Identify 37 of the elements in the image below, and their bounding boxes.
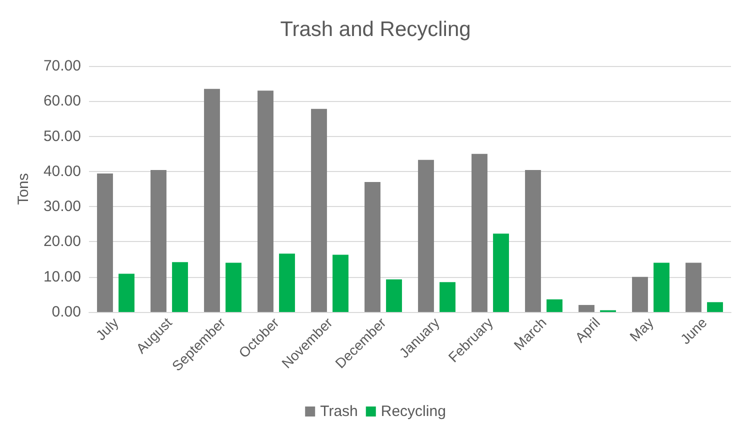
chart-title: Trash and Recycling [280,18,471,41]
x-tick-label: May [626,314,656,344]
bar [546,299,562,312]
x-tick-label: July [92,314,122,344]
y-tick-label: 10.00 [43,268,81,286]
y-tick-label: 70.00 [43,58,81,74]
y-tick-label: 30.00 [43,198,81,216]
bar [418,160,434,312]
y-tick-label: 0.00 [52,304,81,320]
bar [332,254,348,312]
bar [686,262,702,312]
bar [204,88,220,312]
y-axis-title: Tons [15,173,32,205]
bar [654,262,670,312]
bar [493,234,509,312]
bar [386,279,402,312]
legend-label: Trash [320,403,358,420]
bar [150,170,166,312]
bar [472,154,488,312]
bar [440,282,456,312]
bar [578,304,594,312]
y-tick-label: 50.00 [43,128,81,145]
y-tick-label: 20.00 [43,233,81,250]
bar [364,182,380,312]
legend-label: Recycling [380,403,446,420]
bar [97,174,113,312]
bar [311,108,327,312]
bar [118,274,134,312]
bar [279,254,295,312]
bar [525,170,541,312]
bar [707,302,723,312]
bar [172,262,188,312]
bar [632,276,648,312]
bar [226,262,242,312]
bar [258,90,274,312]
y-tick-label: 60.00 [43,92,81,110]
y-tick-label: 40.00 [43,162,81,180]
